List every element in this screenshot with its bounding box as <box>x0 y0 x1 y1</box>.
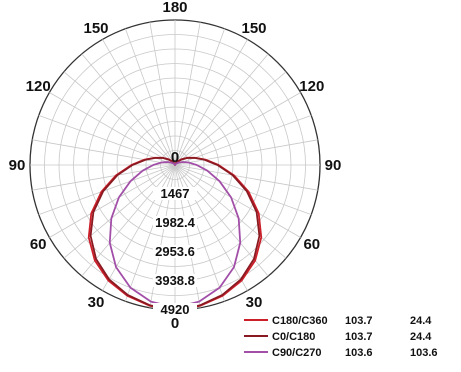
grid-spoke <box>174 71 287 166</box>
grid-spoke <box>174 164 301 238</box>
angle-tick-label: 180 <box>162 0 187 16</box>
legend-value-1: 103.6 <box>345 347 373 359</box>
grid-spoke <box>38 164 176 215</box>
radial-tick-bg <box>153 245 197 258</box>
grid-spoke <box>174 39 248 166</box>
angle-tick-label: 120 <box>299 78 324 95</box>
angle-tick-label: 150 <box>241 20 266 37</box>
legend: C180/C360 103.7 24.4 C0/C180 103.7 24.4 C90/C2… <box>244 315 438 359</box>
grid-spoke <box>32 139 176 166</box>
grid-spoke <box>174 164 248 291</box>
grid-spoke <box>174 164 269 277</box>
radial-tick-bg <box>153 303 197 316</box>
legend-series-name: C0/C180 <box>272 331 315 343</box>
angle-tick-label: 0 <box>171 315 179 332</box>
grid-spoke <box>32 164 176 191</box>
grid-spoke <box>174 164 312 215</box>
grid-spoke <box>174 53 269 166</box>
radial-tick-label: 1982.4 <box>155 215 196 230</box>
grid-spoke <box>174 164 318 191</box>
legend-value-1: 103.7 <box>345 331 373 343</box>
legend-value-1: 103.7 <box>345 315 373 327</box>
radial-tick-label: 3938.8 <box>155 273 195 288</box>
radial-tick-label: 1467 <box>161 186 190 201</box>
radial-tick-label: 4920 <box>161 302 190 317</box>
grid-spoke <box>49 164 176 238</box>
radial-tick-bg <box>153 274 197 287</box>
angle-tick-label: 90 <box>325 157 342 174</box>
angle-tick-labels: 0 30 60 90 120 150 180 150 120 90 60 30 0 <box>9 0 342 332</box>
grid-spoke <box>102 39 176 166</box>
grid-spoke <box>38 115 176 166</box>
grid-spoke <box>125 28 176 166</box>
grid-spoke <box>174 115 312 166</box>
legend-rows: C180/C360 103.7 24.4 C0/C180 103.7 24.4 C90/C2… <box>244 315 438 359</box>
angle-tick-label: 120 <box>26 78 51 95</box>
grid-spoke <box>63 71 176 166</box>
angle-tick-label: 60 <box>303 236 320 253</box>
radial-tick-bg <box>153 216 197 229</box>
legend-value-2: 24.4 <box>410 331 432 343</box>
grid-spoke <box>174 92 301 166</box>
grid-spoke <box>49 92 176 166</box>
angle-tick-label: 60 <box>30 236 47 253</box>
angle-tick-label: 30 <box>88 294 105 311</box>
series-layer <box>87 156 263 311</box>
grid-spoke <box>174 22 201 166</box>
legend-series-name: C180/C360 <box>272 315 328 327</box>
series-curve-c90-c270 <box>108 161 242 309</box>
grid-spoke <box>149 22 176 166</box>
angle-tick-label: 30 <box>246 294 263 311</box>
radial-tick-bg <box>153 187 197 200</box>
legend-value-2: 24.4 <box>410 315 432 327</box>
grid-spoke <box>81 164 176 277</box>
legend-series-name: C90/C270 <box>272 347 322 359</box>
radial-tick-label: 2953.6 <box>155 244 195 259</box>
grid-spoke <box>174 139 318 166</box>
radial-tick-labels: 1467 1982.4 2953.6 3938.8 4920 <box>153 186 197 317</box>
grid-spoke <box>81 53 176 166</box>
grid-spoke <box>174 164 287 259</box>
grid-spoke <box>102 164 176 291</box>
angle-tick-label: 150 <box>83 20 108 37</box>
grid-spoke <box>63 164 176 259</box>
angle-tick-label: 90 <box>9 157 26 174</box>
legend-value-2: 103.6 <box>410 347 438 359</box>
grid-spoke <box>174 28 225 166</box>
angle-tick-label: 0 <box>171 149 179 166</box>
